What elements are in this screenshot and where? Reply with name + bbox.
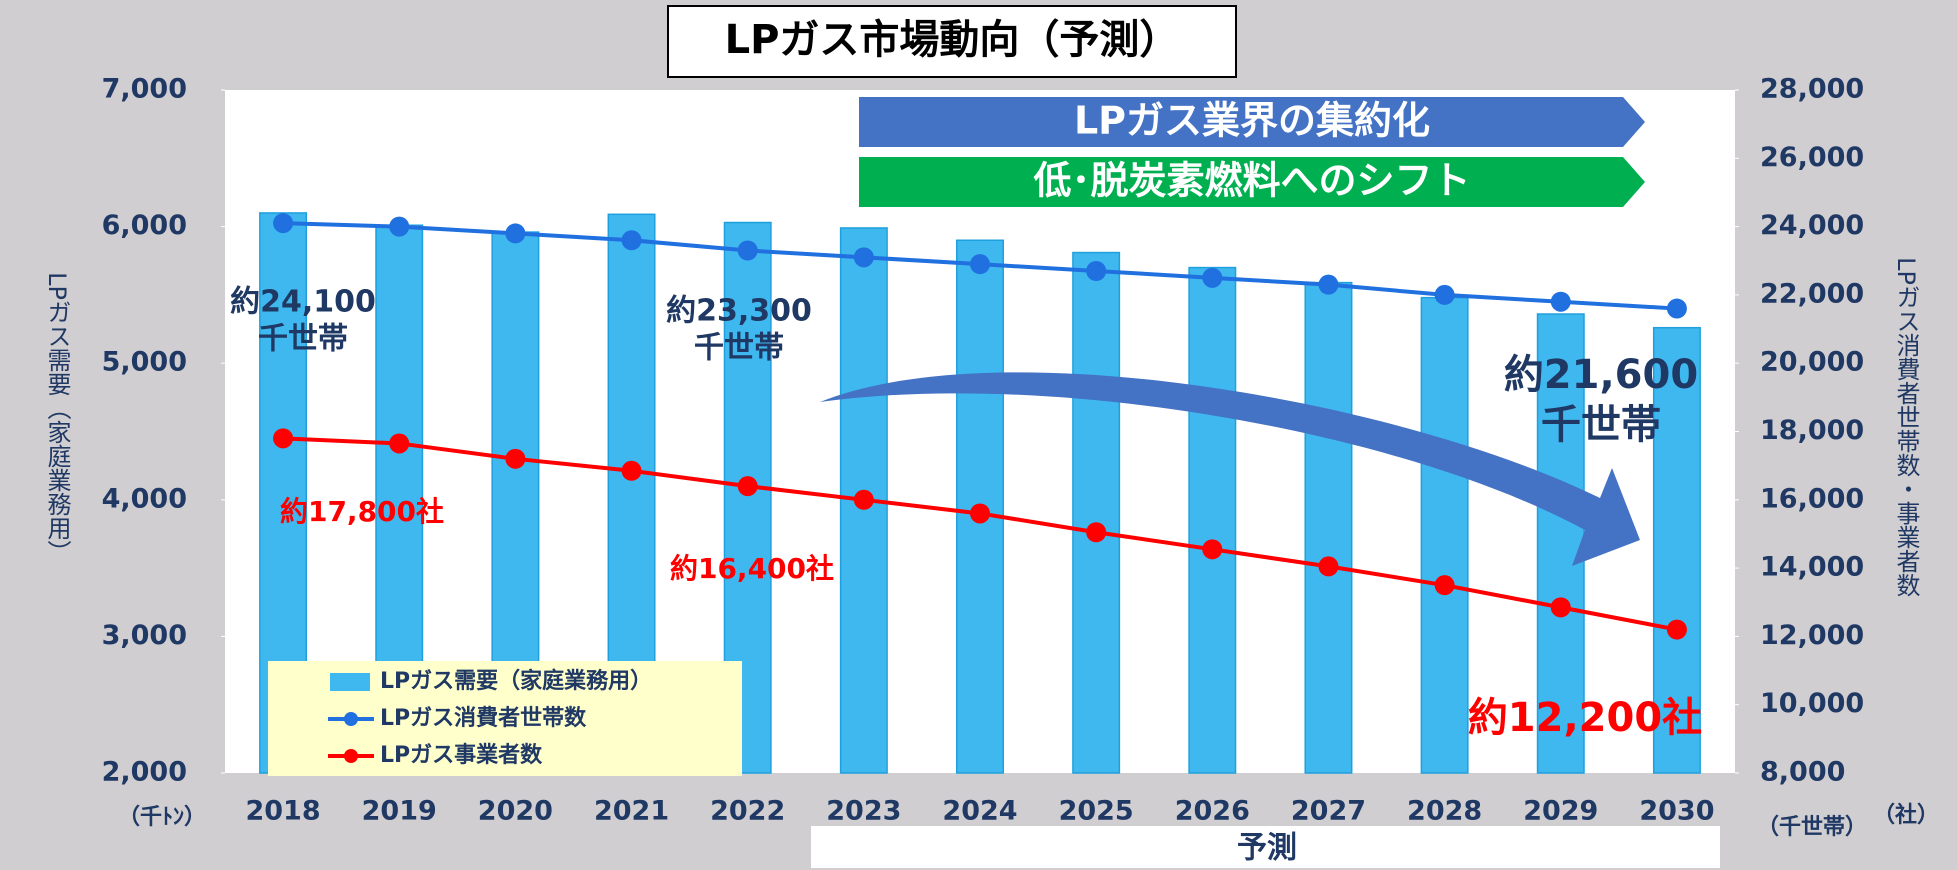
y3-unit: （社） <box>1873 802 1939 828</box>
y2-tick-label: 12,000 <box>1760 620 1864 651</box>
legend-swatch <box>330 673 370 691</box>
point <box>1318 274 1339 295</box>
y2-tick-label: 24,000 <box>1760 210 1864 241</box>
point <box>505 223 526 244</box>
point <box>1086 260 1107 281</box>
y2-tick-label: 14,000 <box>1760 552 1864 583</box>
banner-text: 低･脱炭素燃料へのシフト <box>1033 159 1470 203</box>
forecast-label: 予測 <box>1237 831 1297 866</box>
x-tick-label: 2019 <box>362 796 437 827</box>
y2-axis-title: LPガス消費者世帯数・事業者数 <box>1892 257 1920 597</box>
point <box>505 448 526 469</box>
point <box>737 240 758 261</box>
annotation: 約12,200社 <box>1468 695 1702 741</box>
point <box>621 460 642 481</box>
annotation: 千世帯 <box>694 331 784 366</box>
y2-tick-label: 10,000 <box>1760 688 1864 719</box>
y2-tick-label: 28,000 <box>1760 74 1864 105</box>
annotation: 約24,100 <box>230 285 376 320</box>
x-tick-label: 2030 <box>1639 796 1714 827</box>
banner <box>859 157 1645 207</box>
y-tick-label: 7,000 <box>102 74 187 105</box>
x-tick-label: 2028 <box>1407 796 1482 827</box>
x-tick-label: 2025 <box>1059 796 1134 827</box>
annotation: 約23,300 <box>666 294 812 329</box>
chart-title: LPガス市場動向（予測） <box>725 17 1180 63</box>
legend-marker <box>344 712 358 726</box>
x-tick-label: 2024 <box>942 796 1017 827</box>
x-tick-label: 2023 <box>826 796 901 827</box>
point <box>389 216 410 237</box>
point <box>1434 284 1455 305</box>
forecast-box <box>811 826 1720 868</box>
bar <box>1304 281 1353 774</box>
y-axis-title: LPガス需要（家庭業務用） <box>43 272 71 564</box>
annotation: 約17,800社 <box>280 495 444 528</box>
annotation: 千世帯 <box>1541 402 1661 448</box>
point <box>1666 298 1687 319</box>
y-tick-label: 5,000 <box>102 347 187 378</box>
point <box>853 489 874 510</box>
bar <box>1072 251 1121 774</box>
y2-tick-label: 22,000 <box>1760 278 1864 309</box>
annotation: 約16,400社 <box>670 552 834 585</box>
point <box>853 247 874 268</box>
y2-tick-label: 16,000 <box>1760 483 1864 514</box>
annotation: 千世帯 <box>258 322 348 357</box>
y-tick-label: 6,000 <box>102 210 187 241</box>
y2-tick-label: 26,000 <box>1760 142 1864 173</box>
x-tick-label: 2020 <box>478 796 553 827</box>
point <box>1550 291 1571 312</box>
trend-arrow <box>820 372 1640 566</box>
point <box>737 476 758 497</box>
legend-label: LPガス消費者世帯数 <box>380 705 587 731</box>
point <box>1318 556 1339 577</box>
x-tick-label: 2029 <box>1523 796 1598 827</box>
x-tick-label: 2022 <box>710 796 785 827</box>
y2-tick-label: 20,000 <box>1760 347 1864 378</box>
point <box>621 230 642 251</box>
legend-label: LPガス需要（家庭業務用） <box>380 668 652 694</box>
x-tick-label: 2026 <box>1175 796 1250 827</box>
y-tick-label: 3,000 <box>102 620 187 651</box>
y2-tick-label: 18,000 <box>1760 415 1864 446</box>
bar <box>1652 326 1701 774</box>
point <box>1202 267 1223 288</box>
point <box>1434 575 1455 596</box>
point <box>970 503 990 524</box>
x-tick-label: 2018 <box>245 796 320 827</box>
point <box>970 254 990 275</box>
point <box>273 428 294 449</box>
annotation: 約21,600 <box>1504 352 1698 398</box>
legend-label: LPガス事業者数 <box>380 742 543 768</box>
y-tick-label: 2,000 <box>102 757 187 788</box>
y2-tick-label: 8,000 <box>1760 757 1845 788</box>
point <box>389 433 410 454</box>
point <box>1086 522 1107 543</box>
y2-unit: （千世帯） <box>1757 814 1867 840</box>
bar <box>1420 296 1469 774</box>
point <box>273 213 294 234</box>
point <box>1550 597 1571 618</box>
banner <box>859 97 1645 147</box>
point <box>1666 619 1687 640</box>
bar <box>1188 266 1237 774</box>
title-box <box>667 5 1237 78</box>
x-tick-label: 2021 <box>594 796 669 827</box>
x-tick-label: 2027 <box>1291 796 1366 827</box>
y-unit: （千ﾄﾝ） <box>118 805 206 830</box>
banner-text: LPガス業界の集約化 <box>1074 99 1430 143</box>
bar <box>1536 313 1585 774</box>
y-tick-label: 4,000 <box>102 483 187 514</box>
legend-marker <box>344 749 358 763</box>
point <box>1202 539 1223 560</box>
